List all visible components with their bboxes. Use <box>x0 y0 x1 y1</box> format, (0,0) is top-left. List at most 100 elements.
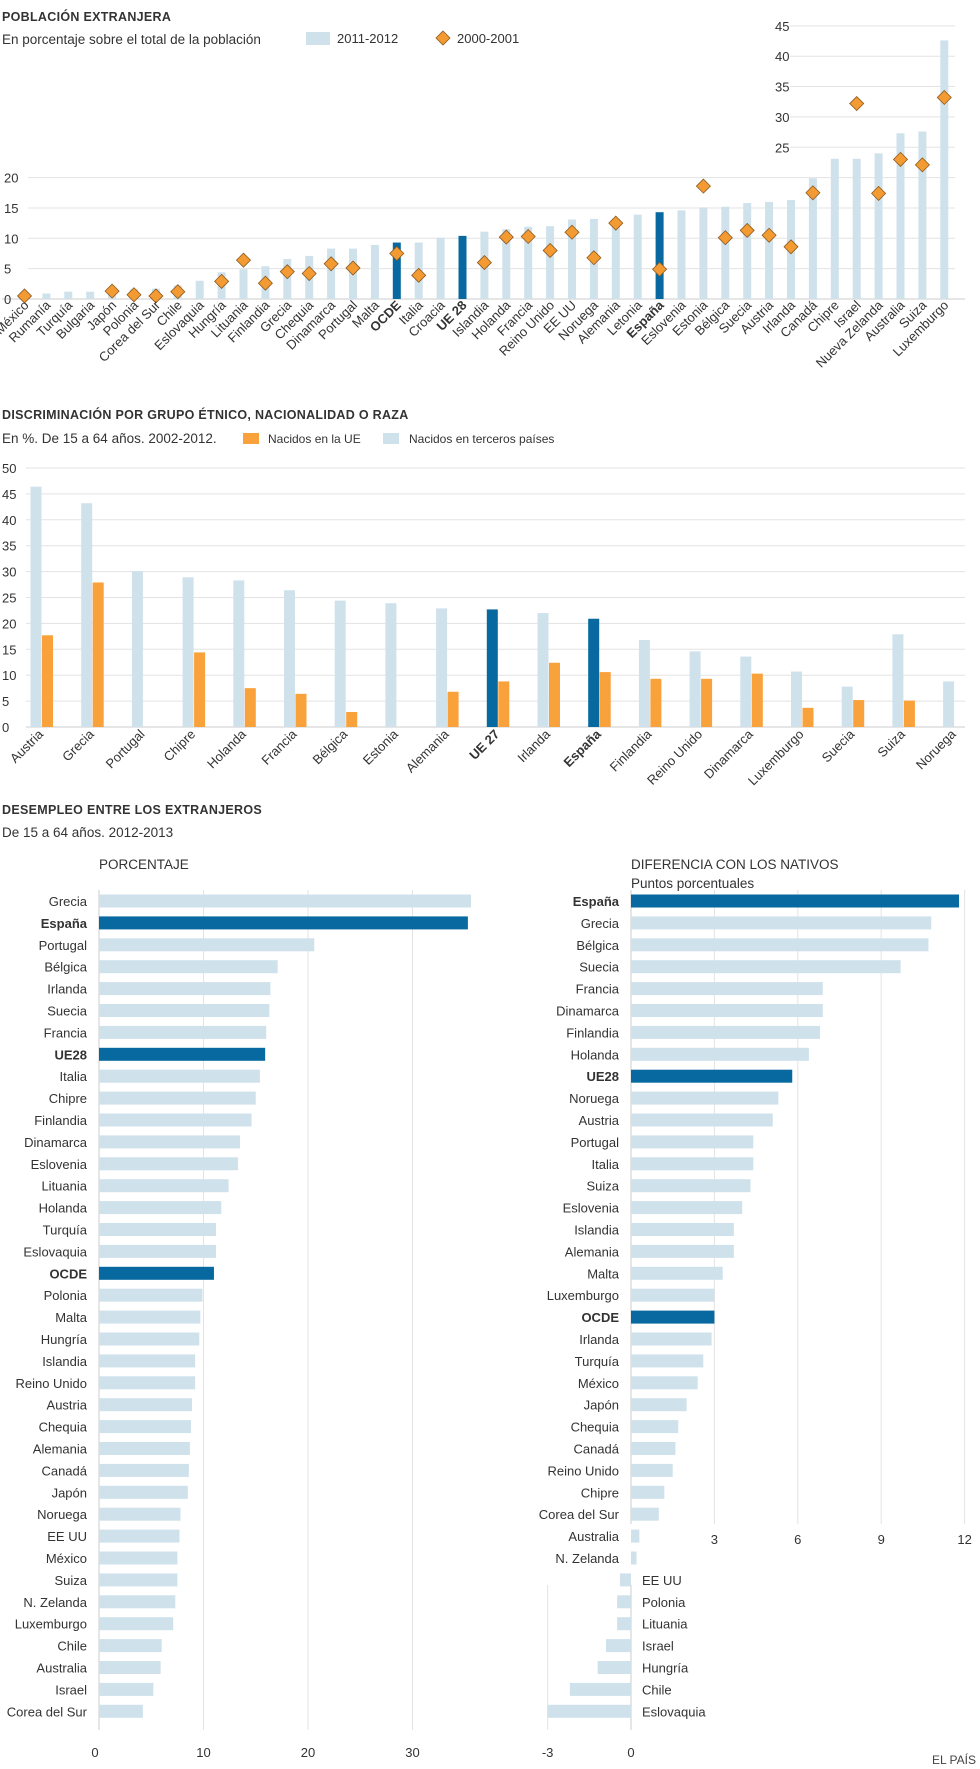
c4-xtick: 12 <box>957 1532 971 1547</box>
c3-bar <box>99 916 468 930</box>
c3-bar <box>99 1244 217 1258</box>
c4-category-label: Holanda <box>571 1047 620 1062</box>
c1-diamond <box>849 95 865 112</box>
legend1-bar-swatch <box>306 32 330 45</box>
c3-category-label: Noruega <box>37 1507 88 1522</box>
c1-diamond <box>279 264 295 280</box>
c4-bar <box>631 916 932 930</box>
c1-ytick-right: 45 <box>775 19 789 34</box>
c3-category-label: Eslovenia <box>31 1157 88 1172</box>
c3-bar <box>99 1463 189 1477</box>
c2-bar-third <box>537 613 549 727</box>
c4-bar-negative <box>597 1661 631 1674</box>
chart1-plot: 051015202530354045MéxicoRumaníaTurquíaBu… <box>0 19 965 370</box>
c3-xtick: 10 <box>196 1745 210 1760</box>
c4-category-label: Australia <box>568 1529 619 1544</box>
c1-diamond <box>936 89 952 106</box>
chart1-subtitle: En porcentaje sobre el total de la pobla… <box>2 32 261 47</box>
c3-category-label: Malta <box>55 1310 88 1325</box>
c4-bar-negative <box>619 1573 631 1587</box>
c1-bar <box>42 293 51 299</box>
c4-xtick: 3 <box>711 1532 718 1547</box>
c3-category-label: Irlanda <box>47 982 88 997</box>
c4-category-label: Hungría <box>642 1661 689 1676</box>
c3-bar <box>99 1025 267 1039</box>
c4-bar <box>631 1113 773 1127</box>
legend2-label-third: Nacidos en terceros países <box>409 432 554 446</box>
c4-bar <box>631 1310 715 1324</box>
c3-category-label: Japón <box>52 1485 87 1500</box>
chart3-plot: 0 10 20 30 Grecia España Portugal Bélgica Irland… <box>7 890 472 1760</box>
c2-ytick: 50 <box>2 461 16 476</box>
c1-diamond <box>608 215 624 231</box>
c4-bar <box>631 1244 734 1258</box>
c4-category-label: Irlanda <box>579 1332 620 1347</box>
c2-bar-eu <box>447 691 459 727</box>
c3-bar <box>99 1223 217 1236</box>
c3-bar <box>99 1354 196 1368</box>
c1-diamond <box>323 256 339 272</box>
c1-bar <box>458 235 467 299</box>
c3-category-label: Suecia <box>47 1004 88 1019</box>
c4-category-label: Suiza <box>586 1179 619 1194</box>
c2-bar-third <box>385 603 397 727</box>
c2-category-label: Irlanda <box>514 726 553 765</box>
c2-bar-third <box>486 609 498 727</box>
c1-diamond <box>520 228 536 245</box>
legend1-label-b: 2000-2001 <box>457 31 519 46</box>
c3-bar <box>99 1091 256 1105</box>
c4-bar <box>631 1069 793 1083</box>
c1-diamond <box>389 245 405 262</box>
c2-ytick: 40 <box>2 513 16 528</box>
c1-bar <box>327 248 336 299</box>
c3-bar <box>99 1420 191 1434</box>
c1-diamond <box>104 283 120 299</box>
c2-bar-eu <box>853 700 865 727</box>
c1-ytick-right: 40 <box>775 49 789 64</box>
c2-bar-third <box>284 590 295 727</box>
c3-bar <box>99 1529 180 1543</box>
c1-ytick-right: 35 <box>775 80 789 95</box>
c1-bar <box>546 226 555 299</box>
c4-bar <box>631 1376 698 1390</box>
c3-bar <box>99 938 315 952</box>
c4-bar <box>631 1529 640 1543</box>
c3-bar <box>99 894 472 908</box>
c3-bar <box>99 1179 229 1193</box>
c1-ytick: 10 <box>4 231 18 246</box>
c3-category-label: Suiza <box>54 1573 87 1588</box>
c3-category-label: Portugal <box>39 938 88 953</box>
c4-bar <box>631 938 929 952</box>
c4-xtick-neg: -3 <box>542 1745 554 1760</box>
c1-diamond <box>761 227 777 243</box>
c1-diamond <box>586 250 602 266</box>
c4-xtick-neg: 0 <box>627 1745 634 1760</box>
c4-category-label: Israel <box>642 1639 674 1654</box>
chart1-title: POBLACIÓN EXTRANJERA <box>2 9 171 24</box>
panel-right-title: DIFERENCIA CON LOS NATIVOS <box>631 857 839 872</box>
c2-bar-third <box>841 686 853 727</box>
panel-right-subtitle: Puntos porcentuales <box>631 876 754 891</box>
c4-category-label: Japón <box>584 1398 619 1413</box>
c2-bar-eu <box>194 652 206 727</box>
legend2-light-swatch <box>383 433 399 444</box>
c3-category-label: N. Zelanda <box>23 1595 87 1610</box>
c3-bar <box>99 1507 181 1521</box>
c3-bar <box>99 1113 252 1127</box>
c4-category-label: Luxemburgo <box>547 1288 619 1303</box>
chart4-plot: 3 6 9 12 -3 0 España Grecia Bélgica Suecia Francia… <box>539 890 972 1760</box>
legend1-diamond-swatch <box>435 30 451 46</box>
c2-bar-third <box>943 681 955 727</box>
c3-category-label: Lituania <box>41 1179 87 1194</box>
c2-bar-eu <box>751 673 763 727</box>
c2-bar-eu <box>802 707 814 727</box>
c3-category-label: Grecia <box>49 894 88 909</box>
c2-bar-third <box>30 486 42 727</box>
c2-category-label: Suecia <box>819 726 858 765</box>
c4-category-label: Alemania <box>565 1244 620 1259</box>
c1-bar <box>721 206 730 299</box>
c3-bar <box>99 1376 196 1390</box>
c4-category-label: Turquía <box>575 1354 620 1369</box>
c4-xtick: 6 <box>794 1532 801 1547</box>
c2-bar-eu <box>92 582 104 727</box>
